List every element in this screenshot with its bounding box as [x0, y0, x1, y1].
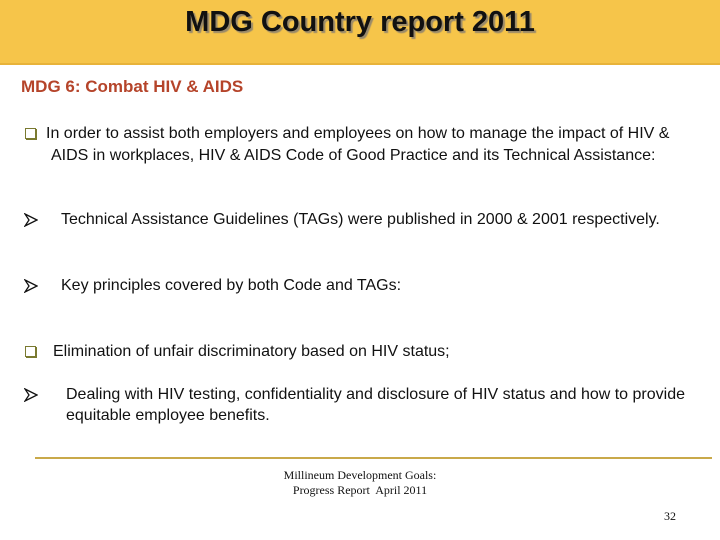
square-bullet [25, 346, 36, 357]
bullet-text: Key principles covered by both Code and … [61, 277, 402, 294]
arrow-bullet [24, 213, 38, 227]
arrow-bullet [24, 388, 38, 402]
footer-line [35, 457, 712, 459]
title: MDG Country report 2011 [185, 6, 535, 38]
footer-line-2: Progress Report April 2011 [292, 483, 428, 497]
subtitle: MDG 6: Combat HIV & AIDS [21, 77, 244, 96]
bullet-text: Elimination of unfair discriminatory bas… [53, 343, 450, 360]
square-bullet [25, 128, 36, 139]
bullet-text: Dealing with HIV testing, confidentialit… [66, 386, 685, 424]
arrow-bullet [24, 279, 38, 293]
title-bar [0, 0, 720, 65]
bullet-text: Technical Assistance Guidelines (TAGs) w… [61, 211, 660, 228]
footer-line-1: Millineum Development Goals: [283, 468, 437, 482]
bullet-text: In order to assist both employers and em… [46, 125, 670, 164]
page-number: 32 [664, 509, 676, 523]
